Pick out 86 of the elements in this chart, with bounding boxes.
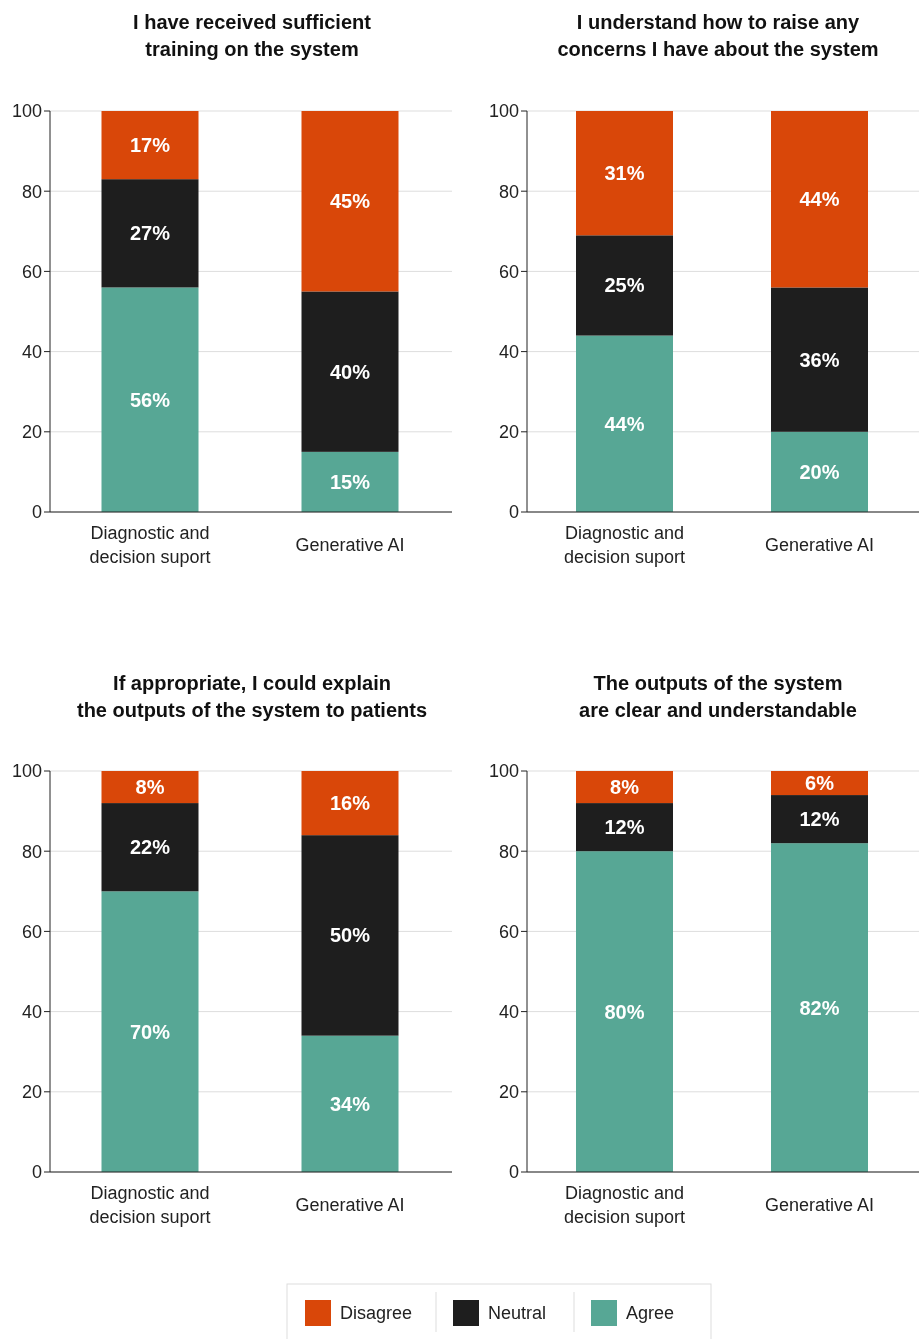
y-tick-label: 100 — [488, 101, 519, 122]
y-tick-label: 20 — [498, 1082, 519, 1103]
y-tick-label: 40 — [498, 1001, 519, 1022]
chart-title: The outputs of the system are clear and understandable — [579, 672, 857, 721]
data-label: 12% — [799, 808, 840, 831]
chart-title: I understand how to raise any concerns I have about the system — [557, 11, 879, 60]
y-tick-label: 0 — [508, 1162, 519, 1183]
y-tick-label: 40 — [498, 341, 519, 362]
x-tick-label: Diagnostic and decision suport — [563, 523, 686, 568]
x-tick-label: Generative AI — [295, 535, 405, 556]
bar — [301, 111, 399, 292]
data-label: 34% — [329, 1092, 371, 1115]
legend-label: Neutral — [488, 1303, 547, 1324]
y-tick-label: 0 — [31, 502, 42, 523]
bar — [101, 803, 199, 892]
y-tick-label: 60 — [21, 261, 42, 282]
y-tick-label: 80 — [498, 181, 519, 202]
data-label: 20% — [799, 460, 840, 483]
data-label: 45% — [329, 190, 371, 213]
bar — [576, 111, 673, 236]
bar — [101, 891, 199, 1172]
data-label: 80% — [604, 1000, 645, 1023]
y-tick-label: 20 — [21, 422, 42, 443]
data-label: 17% — [129, 134, 171, 157]
bar — [101, 287, 199, 512]
legend-label: Agree — [626, 1303, 675, 1324]
bar — [301, 771, 399, 836]
data-label: 40% — [329, 360, 371, 383]
bar — [101, 179, 199, 288]
bar — [771, 287, 868, 432]
bar — [101, 111, 199, 180]
y-tick-label: 100 — [11, 761, 42, 782]
data-label: 22% — [129, 836, 171, 859]
y-tick-label: 20 — [498, 422, 519, 443]
chart-title: If appropriate, I could explain the outputs of the system to patients — [76, 672, 428, 721]
y-tick-label: 100 — [11, 101, 42, 122]
bar — [576, 235, 673, 336]
data-label: 8% — [610, 776, 640, 799]
data-label: 50% — [329, 924, 371, 947]
x-tick-label: Generative AI — [295, 1195, 405, 1216]
y-tick-label: 60 — [21, 921, 42, 942]
x-tick-label: Generative AI — [764, 535, 875, 556]
bar — [301, 451, 399, 512]
bar — [576, 803, 673, 852]
y-tick-label: 0 — [508, 502, 519, 523]
bar — [101, 771, 199, 804]
y-tick-label: 80 — [21, 181, 42, 202]
data-label: 82% — [799, 996, 840, 1019]
y-tick-label: 80 — [21, 841, 42, 862]
bar — [301, 1035, 399, 1172]
y-tick-label: 0 — [31, 1162, 42, 1183]
data-label: 36% — [799, 348, 840, 371]
x-tick-label: Diagnostic and decision suport — [563, 1183, 686, 1228]
bar — [771, 795, 868, 844]
chart-title: I have received sufficient training on the system — [133, 11, 372, 60]
bar — [576, 851, 673, 1172]
bar — [576, 335, 673, 512]
data-label: 25% — [604, 274, 645, 297]
bar — [301, 835, 399, 1036]
data-label: 12% — [604, 816, 645, 839]
bar — [576, 771, 673, 804]
data-label: 6% — [805, 772, 835, 795]
data-label: 15% — [329, 470, 371, 493]
legend-label: Disagree — [340, 1303, 413, 1324]
y-tick-label: 40 — [21, 341, 42, 362]
bar — [771, 431, 868, 512]
y-tick-label: 60 — [498, 261, 519, 282]
data-label: 8% — [135, 776, 165, 799]
y-tick-label: 40 — [21, 1001, 42, 1022]
data-label: 56% — [129, 388, 171, 411]
data-label: 31% — [604, 162, 645, 185]
y-tick-label: 60 — [498, 921, 519, 942]
y-tick-label: 100 — [488, 761, 519, 782]
bar — [301, 291, 399, 452]
y-tick-label: 80 — [498, 841, 519, 862]
data-label: 44% — [799, 188, 840, 211]
bar — [771, 111, 868, 288]
data-label: 27% — [129, 222, 171, 245]
data-label: 70% — [129, 1020, 171, 1043]
y-tick-label: 20 — [21, 1082, 42, 1103]
data-label: 16% — [329, 792, 371, 815]
x-tick-label: Diagnostic and decision suport — [89, 1183, 211, 1228]
x-tick-label: Generative AI — [764, 1195, 875, 1216]
x-tick-label: Diagnostic and decision suport — [89, 523, 211, 568]
bar — [771, 843, 868, 1172]
data-label: 44% — [604, 412, 645, 435]
